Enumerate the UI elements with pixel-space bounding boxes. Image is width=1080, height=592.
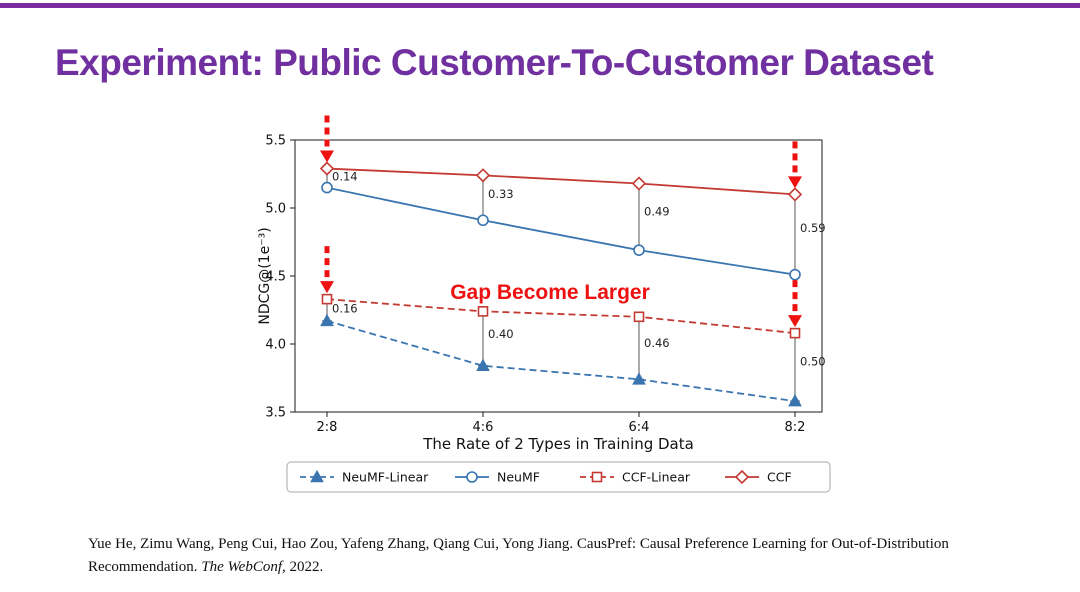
x-tick-label: 2:8 <box>317 420 338 435</box>
triangle-marker <box>310 469 324 483</box>
square-marker <box>477 306 489 317</box>
y-axis-label: NDCG@(1e⁻³) <box>257 227 273 324</box>
diamond-marker <box>631 176 647 191</box>
citation: Yue He, Zimu Wang, Peng Cui, Hao Zou, Ya… <box>88 533 1018 580</box>
diamond-marker <box>787 187 803 202</box>
triangle-marker <box>788 393 802 407</box>
y-tick-label: 4.5 <box>265 270 286 285</box>
triangle-marker <box>320 313 334 327</box>
legend-label: CCF <box>767 470 792 485</box>
down-arrow-icon <box>320 115 334 163</box>
citation-line1: Yue He, Zimu Wang, Peng Cui, Hao Zou, Ya… <box>88 536 949 552</box>
y-tick-label: 3.5 <box>265 406 286 421</box>
down-arrow-icon <box>788 141 802 189</box>
square-marker <box>321 293 333 305</box>
gap-label: 0.40 <box>488 327 514 341</box>
x-tick-label: 4:6 <box>473 420 494 435</box>
y-tick-label: 5.0 <box>265 202 286 217</box>
gap-label: 0.59 <box>800 221 826 235</box>
square-marker <box>789 327 801 339</box>
line-chart: 5.5 5.0 4.5 4.0 3.5 2:8 4:6 6:4 8:2 The Rate of 2… <box>257 115 831 493</box>
triangle-marker <box>632 372 646 385</box>
page-title: Experiment: Public Customer-To-Customer … <box>55 42 934 83</box>
citation-line2-after: , 2022. <box>282 559 324 576</box>
legend-label: NeuMF-Linear <box>342 470 429 485</box>
circle-marker <box>477 214 489 227</box>
legend-label: CCF-Linear <box>622 470 691 485</box>
citation-venue: The WebConf <box>201 559 283 576</box>
square-marker <box>633 311 645 323</box>
x-tick-label: 6:4 <box>629 420 650 435</box>
down-arrow-icon <box>320 246 334 294</box>
gap-label: 0.49 <box>644 205 670 219</box>
down-arrow-icon <box>788 280 802 328</box>
gap-label: 0.46 <box>644 336 670 350</box>
y-tick-label: 4.0 <box>265 338 286 353</box>
series-line-CCF <box>326 167 796 196</box>
diamond-marker <box>475 168 491 183</box>
x-axis-label: The Rate of 2 Types in Training Data <box>422 435 694 453</box>
diamond-marker <box>319 161 335 176</box>
circle-marker <box>321 181 333 194</box>
gap-annotation-text: Gap Become Larger <box>450 281 650 304</box>
triangle-marker <box>476 358 490 372</box>
legend-item-CCF-Linear: CCF-Linear <box>580 470 691 485</box>
gap-label: 0.33 <box>488 187 514 201</box>
series-line-NeuMF-Linear <box>326 320 796 403</box>
gap-label: 0.50 <box>800 355 826 369</box>
series-line-NeuMF <box>326 186 796 276</box>
circle-marker <box>633 244 645 256</box>
circle-marker <box>789 268 801 281</box>
legend-item-NeuMF-Linear: NeuMF-Linear <box>300 470 429 485</box>
gap-label: 0.14 <box>332 170 358 184</box>
square-marker <box>591 471 603 483</box>
circle-marker <box>466 471 478 483</box>
x-tick-label: 8:2 <box>785 420 806 435</box>
diamond-marker <box>734 469 750 485</box>
plot-area <box>294 139 823 413</box>
series-line-CCF-Linear <box>326 298 796 335</box>
y-tick-label: 5.5 <box>265 134 286 149</box>
citation-line2-before: Recommendation. <box>88 559 202 576</box>
chart-figure: 5.5 5.0 4.5 4.0 3.5 2:8 4:6 6:4 8:2 The Rate of 2… <box>255 110 855 508</box>
legend-box <box>286 461 831 493</box>
top-accent-bar <box>0 3 1080 8</box>
gap-label: 0.16 <box>332 301 358 315</box>
legend-label: NeuMF <box>497 470 540 485</box>
